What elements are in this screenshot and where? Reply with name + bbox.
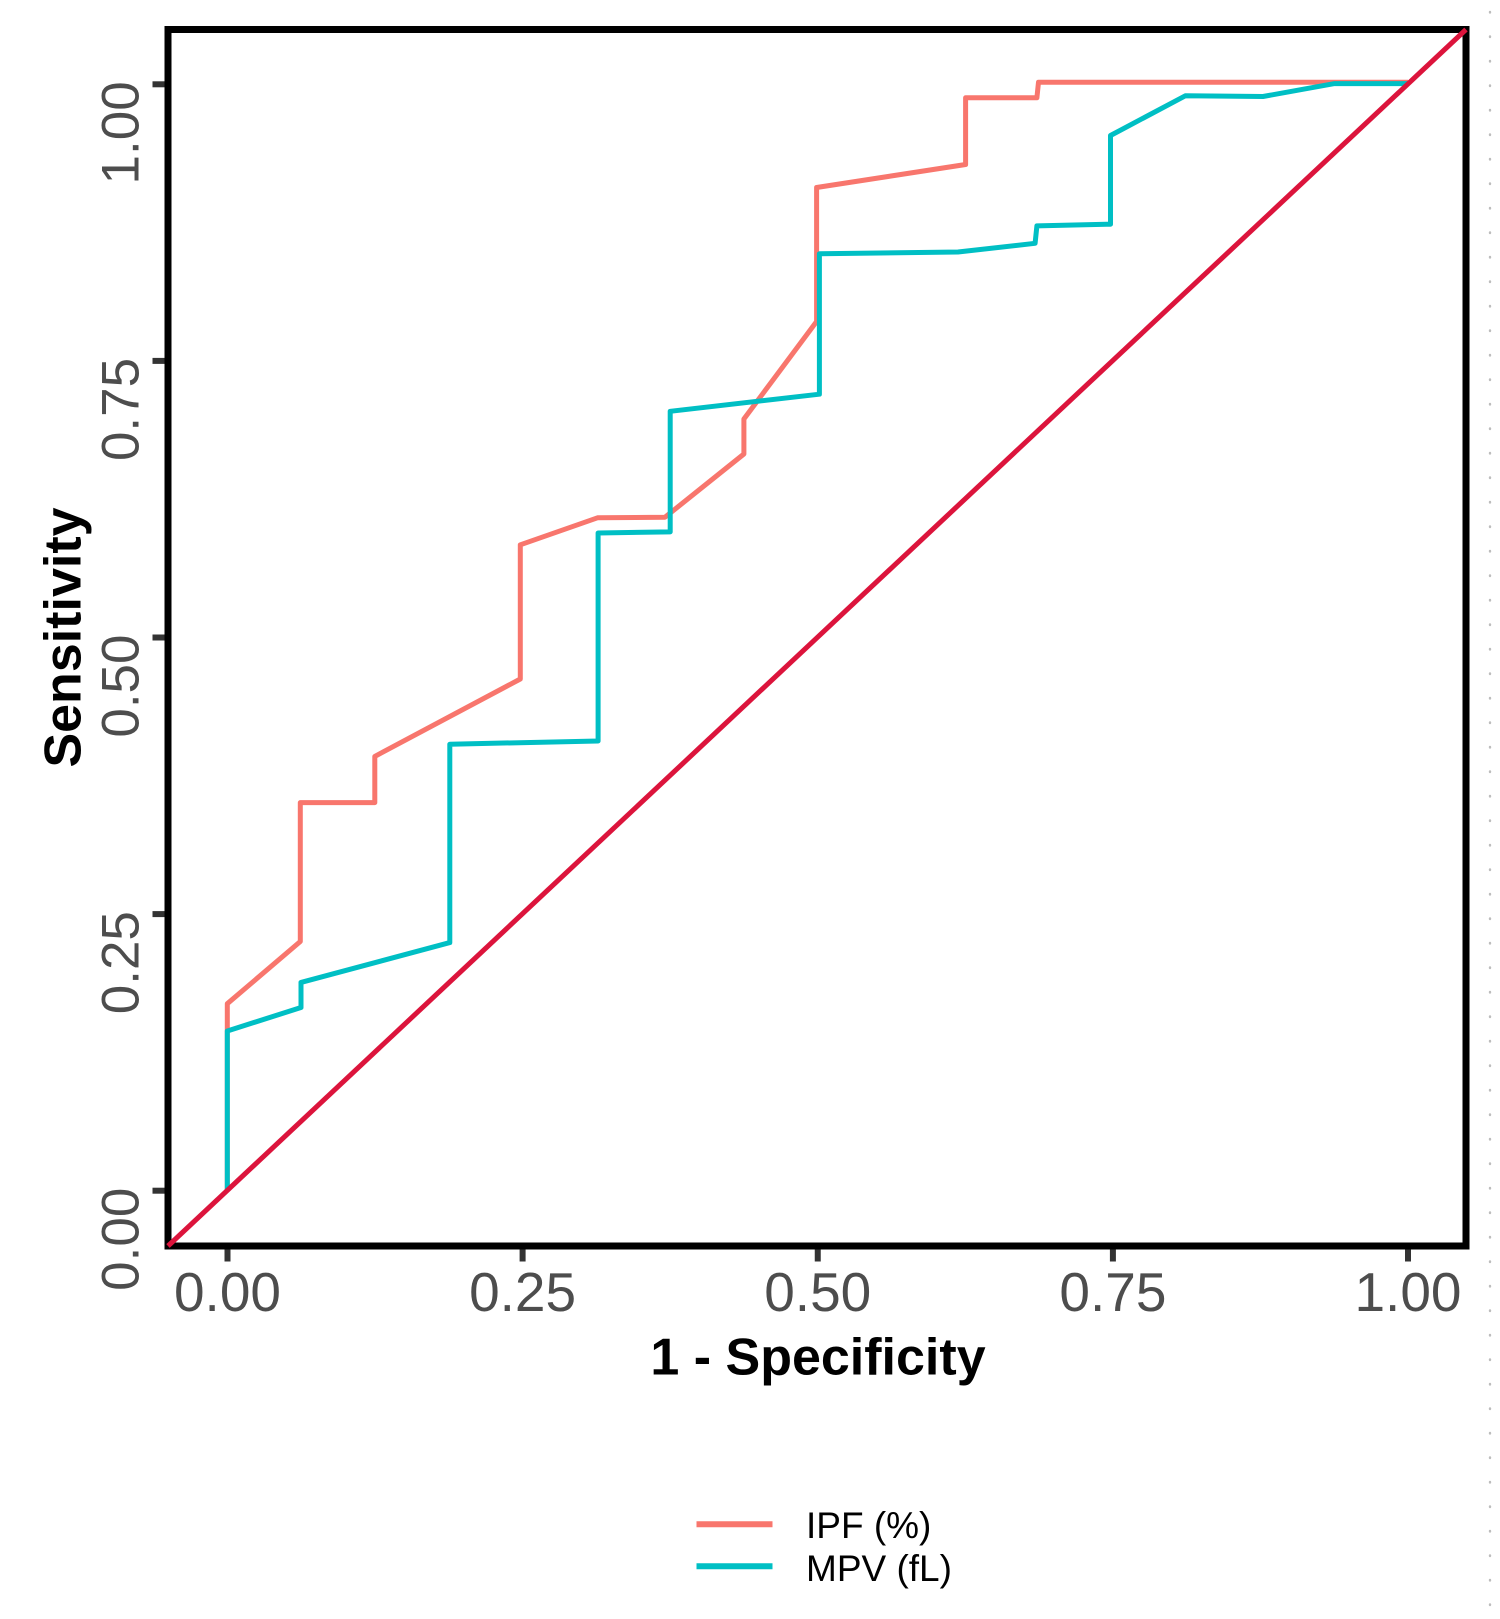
- svg-text:MPV (fL): MPV (fL): [806, 1548, 952, 1589]
- svg-text:1.00: 1.00: [91, 81, 150, 184]
- svg-text:1.00: 1.00: [1354, 1261, 1461, 1323]
- svg-text:0.25: 0.25: [91, 911, 150, 1014]
- svg-text:0.00: 0.00: [91, 1188, 150, 1291]
- svg-text:1 - Specificity: 1 - Specificity: [650, 1329, 985, 1387]
- svg-text:0.75: 0.75: [91, 358, 150, 461]
- svg-text:Sensitivity: Sensitivity: [34, 507, 92, 767]
- svg-text:0.00: 0.00: [174, 1261, 281, 1323]
- svg-text:0.50: 0.50: [764, 1261, 871, 1323]
- svg-text:IPF (%): IPF (%): [806, 1505, 931, 1546]
- svg-text:0.25: 0.25: [469, 1261, 576, 1323]
- svg-text:0.75: 0.75: [1059, 1261, 1166, 1323]
- svg-text:0.50: 0.50: [91, 635, 150, 738]
